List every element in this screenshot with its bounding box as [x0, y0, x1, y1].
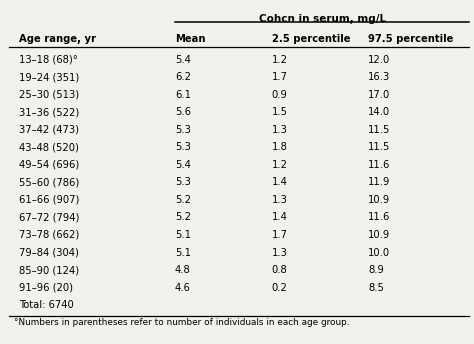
Text: Mean: Mean	[175, 34, 206, 44]
Text: 5.1: 5.1	[175, 230, 191, 240]
Text: 1.3: 1.3	[272, 248, 287, 258]
Text: 91–96 (20): 91–96 (20)	[18, 282, 73, 293]
Text: 16.3: 16.3	[368, 72, 391, 82]
Text: 11.6: 11.6	[368, 160, 391, 170]
Text: 97.5 percentile: 97.5 percentile	[368, 34, 454, 44]
Text: 61–66 (907): 61–66 (907)	[18, 195, 79, 205]
Text: 17.0: 17.0	[368, 90, 391, 100]
Text: 10.0: 10.0	[368, 248, 390, 258]
Text: 5.4: 5.4	[175, 55, 191, 65]
Text: 1.3: 1.3	[272, 125, 287, 135]
Text: 12.0: 12.0	[368, 55, 391, 65]
Text: °Numbers in parentheses refer to number of individuals in each age group.: °Numbers in parentheses refer to number …	[14, 318, 350, 327]
Text: 1.2: 1.2	[272, 55, 288, 65]
Text: 19–24 (351): 19–24 (351)	[18, 72, 79, 82]
Text: 5.3: 5.3	[175, 178, 191, 187]
Text: 49–54 (696): 49–54 (696)	[18, 160, 79, 170]
Text: 79–84 (304): 79–84 (304)	[18, 248, 79, 258]
Text: 14.0: 14.0	[368, 107, 390, 117]
Text: 1.3: 1.3	[272, 195, 287, 205]
Text: 5.3: 5.3	[175, 125, 191, 135]
Text: 67–72 (794): 67–72 (794)	[18, 213, 79, 223]
Text: 5.2: 5.2	[175, 195, 191, 205]
Text: 8.5: 8.5	[368, 282, 384, 293]
Text: 1.4: 1.4	[272, 213, 287, 223]
Text: 5.6: 5.6	[175, 107, 191, 117]
Text: 10.9: 10.9	[368, 230, 391, 240]
Text: 73–78 (662): 73–78 (662)	[18, 230, 79, 240]
Text: 1.8: 1.8	[272, 142, 287, 152]
Text: 37–42 (473): 37–42 (473)	[18, 125, 79, 135]
Text: Total: 6740: Total: 6740	[18, 300, 73, 310]
Text: 5.3: 5.3	[175, 142, 191, 152]
Text: 1.7: 1.7	[272, 72, 288, 82]
Text: 1.5: 1.5	[272, 107, 288, 117]
Text: 0.8: 0.8	[272, 265, 287, 275]
Text: 43–48 (520): 43–48 (520)	[18, 142, 79, 152]
Text: 10.9: 10.9	[368, 195, 391, 205]
Text: 4.6: 4.6	[175, 282, 191, 293]
Text: 8.9: 8.9	[368, 265, 384, 275]
Text: Cohcn in serum, mg/L: Cohcn in serum, mg/L	[259, 14, 386, 24]
Text: 55–60 (786): 55–60 (786)	[18, 178, 79, 187]
Text: 11.5: 11.5	[368, 142, 391, 152]
Text: 25–30 (513): 25–30 (513)	[18, 90, 79, 100]
Text: 31–36 (522): 31–36 (522)	[18, 107, 79, 117]
Text: 4.8: 4.8	[175, 265, 191, 275]
Text: 6.2: 6.2	[175, 72, 191, 82]
Text: 85–90 (124): 85–90 (124)	[18, 265, 79, 275]
Text: 0.9: 0.9	[272, 90, 287, 100]
Text: 5.1: 5.1	[175, 248, 191, 258]
Text: 11.9: 11.9	[368, 178, 391, 187]
Text: 11.6: 11.6	[368, 213, 391, 223]
Text: 5.4: 5.4	[175, 160, 191, 170]
Text: 5.2: 5.2	[175, 213, 191, 223]
Text: 11.5: 11.5	[368, 125, 391, 135]
Text: 6.1: 6.1	[175, 90, 191, 100]
Text: 1.2: 1.2	[272, 160, 288, 170]
Text: Age range, yr: Age range, yr	[18, 34, 96, 44]
Text: 0.2: 0.2	[272, 282, 287, 293]
Text: 1.4: 1.4	[272, 178, 287, 187]
Text: 2.5 percentile: 2.5 percentile	[272, 34, 350, 44]
Text: 13–18 (68)°: 13–18 (68)°	[18, 55, 78, 65]
Text: 1.7: 1.7	[272, 230, 288, 240]
